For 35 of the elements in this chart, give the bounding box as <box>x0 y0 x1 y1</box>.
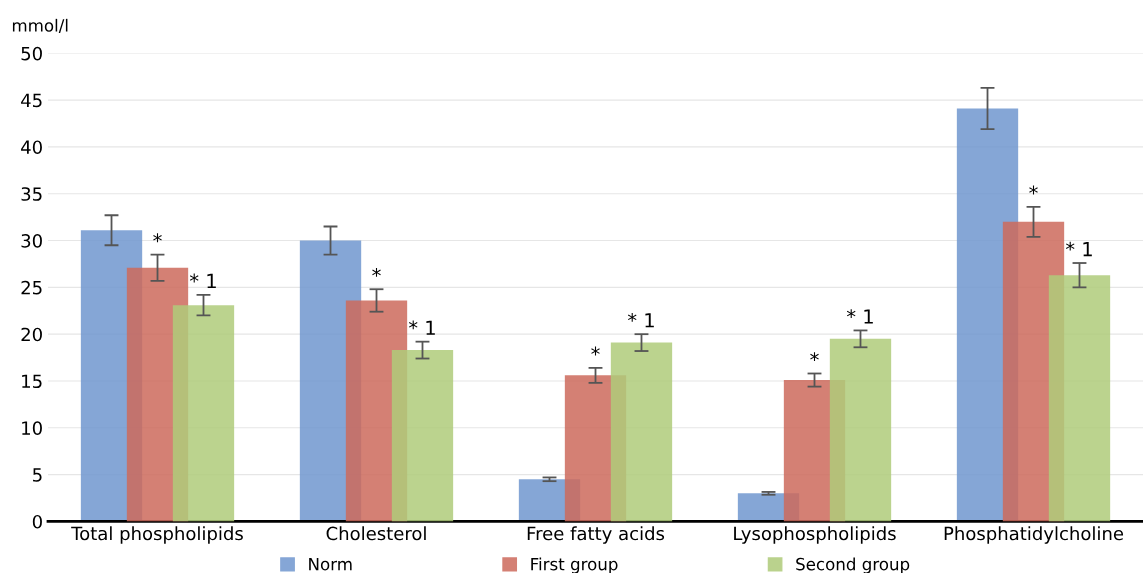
annotation: * <box>591 346 600 356</box>
x-tick-label: Free fatty acids <box>527 526 665 544</box>
x-tick-label: Cholesterol <box>326 526 426 541</box>
bar <box>829 338 892 522</box>
annotation: * <box>1029 185 1038 195</box>
y-tick-label: 10 <box>22 421 42 435</box>
bar <box>391 350 454 522</box>
legend-label: First group <box>531 557 618 573</box>
y-tick-label: 45 <box>21 93 42 108</box>
annotation: * 1 <box>189 273 216 288</box>
y-tick-label: 0 <box>32 514 42 529</box>
y-tick-label: 20 <box>21 327 42 342</box>
legend-label: Second group <box>796 557 910 573</box>
annotation: * 1 <box>846 309 873 324</box>
annotation: * 1 <box>627 312 654 328</box>
annotation: * 1 <box>408 320 435 335</box>
bar <box>172 305 235 522</box>
annotation: * 1 <box>1065 241 1092 257</box>
bar <box>610 342 673 522</box>
bar <box>1048 275 1111 522</box>
y-tick-label: 40 <box>21 140 42 155</box>
annotation: * <box>810 352 819 362</box>
y-tick-label: 35 <box>21 187 42 201</box>
x-tick-label: Total phospholipids <box>71 526 243 544</box>
legend-label: Norm <box>309 558 352 571</box>
y-tick-label: 30 <box>21 234 42 248</box>
y-tick-label: 25 <box>21 280 42 295</box>
y-tick-label: 5 <box>33 468 42 482</box>
x-tick-label: Phosphatidylcholine <box>944 526 1124 544</box>
x-tick-label: Lysophospholipids <box>734 526 896 544</box>
y-axis-title: mmol/l <box>12 18 68 34</box>
annotation: * <box>153 233 162 243</box>
y-tick-label: 50 <box>21 46 42 61</box>
annotation: * <box>372 267 381 277</box>
y-tick-label: 15 <box>22 374 42 389</box>
